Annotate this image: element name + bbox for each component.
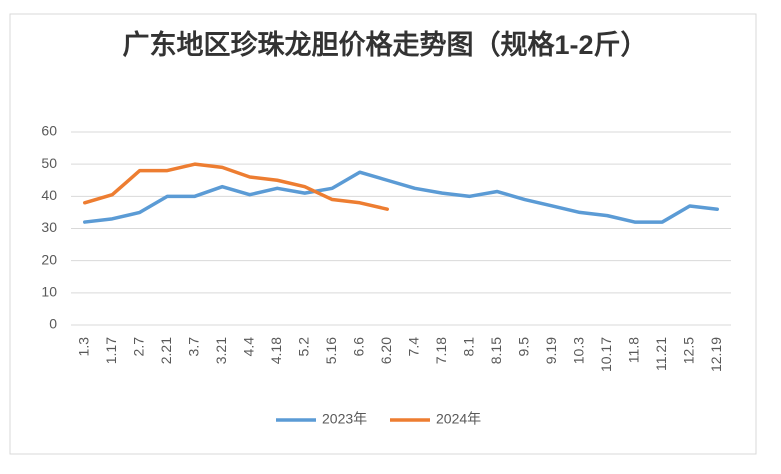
x-tick-label: 5.16 [323, 337, 339, 364]
x-tick-label: 4.4 [240, 337, 256, 357]
x-tick-label: 1.17 [103, 337, 119, 364]
y-tick-label: 60 [41, 123, 57, 139]
x-tick-label: 3.21 [213, 337, 229, 364]
y-tick-label: 40 [41, 187, 57, 203]
x-tick-label: 2.7 [130, 337, 146, 357]
x-tick-label: 9.5 [515, 337, 531, 357]
x-tick-label: 8.15 [488, 337, 504, 364]
line-series [83, 162, 389, 211]
chart-frame [9, 13, 757, 455]
x-tick-label: 10.17 [598, 337, 614, 372]
legend-label: 2024年 [436, 411, 481, 427]
x-tick-label: 4.18 [268, 337, 284, 364]
x-tick-label: 12.19 [708, 337, 724, 372]
x-tick-label: 1.3 [75, 337, 91, 357]
x-tick-label: 6.6 [350, 337, 366, 357]
chart-title: 广东地区珍珠龙胆价格走势图（规格1-2斤） [122, 29, 647, 60]
x-tick-label: 6.20 [378, 337, 394, 364]
y-tick-label: 50 [41, 155, 57, 171]
line-series [83, 170, 719, 224]
y-tick-label: 10 [41, 284, 57, 300]
x-tick-label: 2.21 [158, 337, 174, 364]
y-tick-label: 20 [41, 251, 57, 267]
y-tick-label: 0 [49, 316, 57, 332]
x-tick-label: 9.19 [543, 337, 559, 364]
x-tick-label: 12.5 [680, 337, 696, 364]
y-tick-label: 30 [41, 219, 57, 235]
x-tick-label: 7.4 [405, 337, 421, 357]
legend-label: 2023年 [322, 411, 367, 427]
x-tick-label: 7.18 [433, 337, 449, 364]
x-tick-label: 8.1 [460, 337, 476, 357]
x-tick-label: 5.2 [295, 337, 311, 357]
x-tick-label: 10.3 [570, 337, 586, 364]
x-tick-label: 3.7 [185, 337, 201, 357]
x-tick-label: 11.21 [653, 337, 669, 371]
x-tick-label: 11.8 [625, 337, 641, 363]
